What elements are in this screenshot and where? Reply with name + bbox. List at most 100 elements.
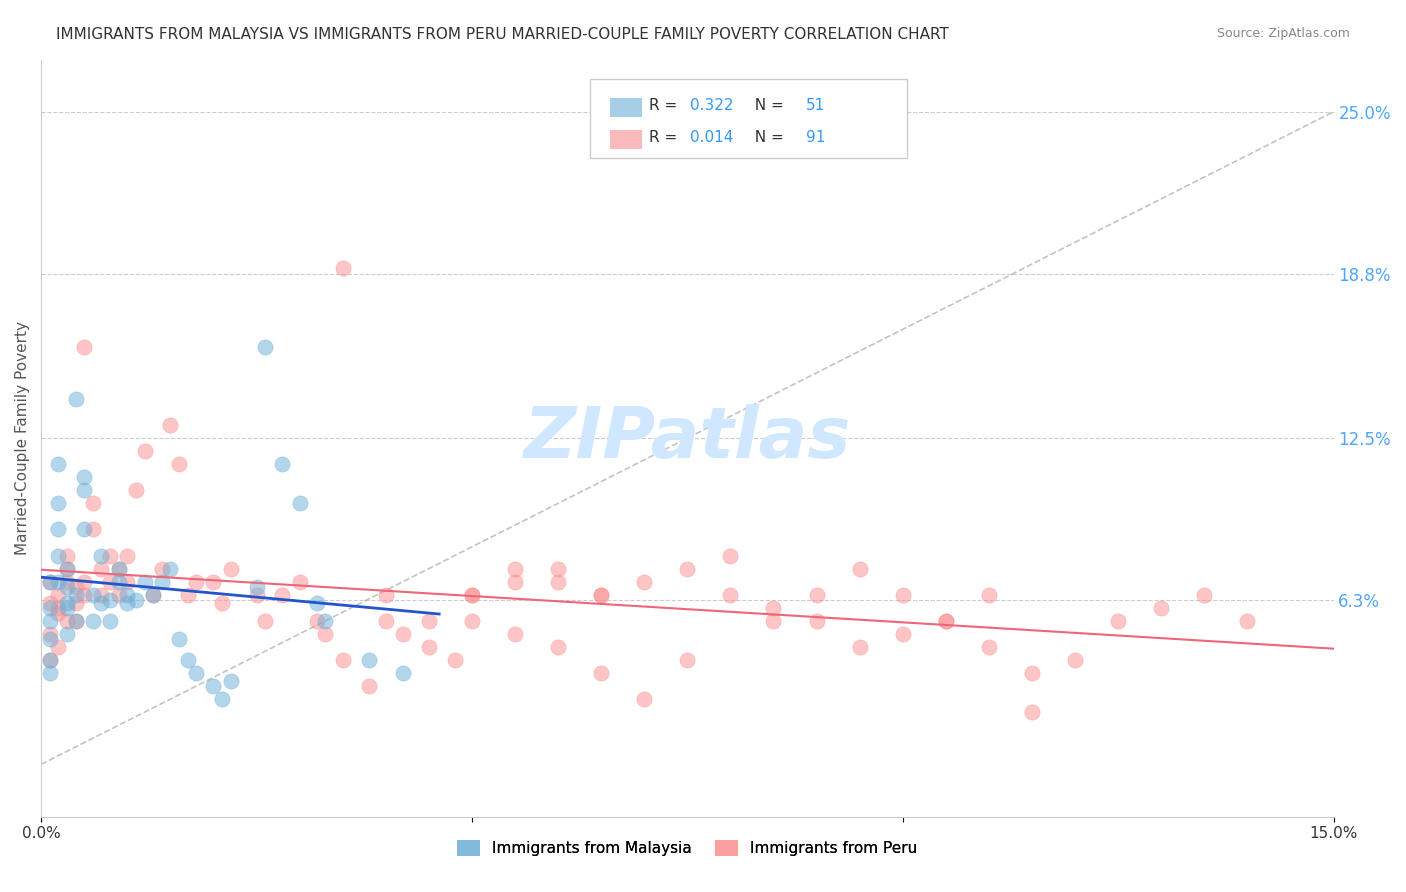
Point (676, 653, 699, 667)
Point (357, 653, 380, 667)
Point (90, 588, 112, 602)
Point (46, 523, 69, 537)
Point (38, 574, 60, 589)
Point (90, 561, 112, 575)
Point (167, 457, 190, 471)
Point (848, 640, 870, 654)
Text: 91: 91 (806, 130, 825, 145)
Point (633, 692, 655, 706)
Point (288, 496, 311, 510)
Point (56, 561, 79, 575)
Point (176, 653, 198, 667)
Point (159, 418, 181, 433)
Point (98, 593, 121, 607)
Point (374, 588, 396, 602)
Point (90, 549, 112, 563)
Point (443, 653, 465, 667)
Point (202, 679, 225, 693)
Point (305, 596, 328, 610)
Text: ZIPatlas: ZIPatlas (523, 403, 851, 473)
Point (245, 588, 267, 602)
Point (547, 561, 569, 575)
Point (125, 593, 148, 607)
Point (314, 627, 336, 641)
Point (150, 561, 173, 575)
Point (977, 640, 1000, 654)
Point (82, 523, 104, 537)
Point (56, 561, 79, 575)
Point (56, 549, 79, 563)
Point (56, 600, 79, 615)
Point (46, 600, 69, 615)
Point (718, 588, 741, 602)
Point (82, 496, 104, 510)
Point (46, 549, 69, 563)
Point (56, 614, 79, 628)
Point (134, 444, 156, 458)
Point (271, 588, 294, 602)
Point (254, 340, 277, 354)
Point (46, 574, 69, 589)
Point (392, 627, 415, 641)
Bar (610, 130, 643, 149)
Point (73, 574, 96, 589)
Point (65, 580, 87, 594)
Point (65, 614, 87, 628)
Point (211, 596, 233, 610)
Point (117, 549, 139, 563)
Point (633, 574, 655, 589)
Point (73, 470, 96, 484)
Point (38, 632, 60, 646)
Text: Source: ZipAtlas.com: Source: ZipAtlas.com (1216, 27, 1350, 40)
Point (107, 561, 129, 575)
Point (134, 574, 156, 589)
Point (46, 457, 69, 471)
Point (314, 614, 336, 628)
Point (762, 614, 785, 628)
Point (591, 666, 613, 681)
Point (38, 653, 60, 667)
Point (288, 574, 311, 589)
Point (117, 574, 139, 589)
Point (676, 561, 699, 575)
Point (56, 627, 79, 641)
Point (891, 588, 914, 602)
Point (547, 574, 569, 589)
Point (38, 600, 60, 615)
Point (762, 600, 785, 615)
Point (1150, 600, 1173, 615)
Point (159, 561, 181, 575)
Y-axis label: Married-Couple Family Poverty: Married-Couple Family Poverty (15, 321, 30, 555)
Point (98, 614, 121, 628)
Point (38, 627, 60, 641)
Point (65, 392, 87, 406)
Point (1107, 614, 1129, 628)
Point (176, 588, 198, 602)
Point (718, 549, 741, 563)
Point (150, 574, 173, 589)
Point (935, 614, 957, 628)
Point (73, 523, 96, 537)
Point (254, 614, 277, 628)
Point (461, 614, 484, 628)
Point (591, 588, 613, 602)
Text: R =: R = (648, 98, 682, 112)
Text: 0.322: 0.322 (690, 98, 734, 112)
Point (98, 549, 121, 563)
Point (46, 640, 69, 654)
Point (1194, 588, 1216, 602)
Point (82, 588, 104, 602)
Point (418, 640, 440, 654)
Point (1236, 614, 1258, 628)
Point (1064, 653, 1087, 667)
Point (848, 561, 870, 575)
Point (547, 640, 569, 654)
Point (461, 588, 484, 602)
Bar (610, 97, 643, 117)
Point (56, 580, 79, 594)
Point (98, 574, 121, 589)
FancyBboxPatch shape (591, 78, 907, 158)
Point (806, 588, 828, 602)
Point (186, 666, 208, 681)
Point (142, 588, 165, 602)
